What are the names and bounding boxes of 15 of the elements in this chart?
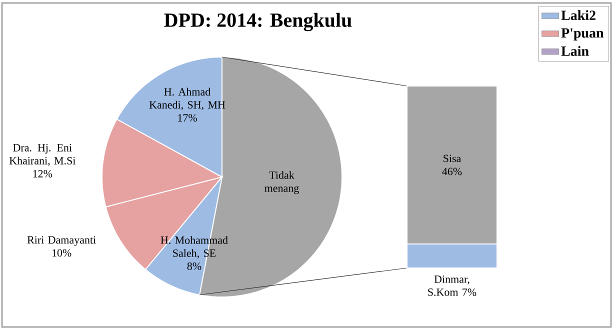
data-label: 17%	[178, 114, 197, 122]
slice-label: Dra. Hj. Eni Khairani, M.Si	[9, 144, 76, 166]
chart-title: DPD: 2014: Bengkulu	[164, 12, 352, 32]
legend-label: Laki2	[561, 10, 596, 20]
data-label: 12%	[33, 170, 52, 178]
slice-label: Tidak menang	[264, 171, 299, 194]
data-label: Dinmar, S.Kom 7%	[428, 276, 476, 296]
slice-label: H. Mohammad Saleh, SE	[160, 236, 228, 258]
slice-label: H. Ahmad Kanedi, SH, MH	[149, 88, 226, 110]
data-label: 8%	[187, 262, 202, 270]
legend-label: P'puan	[561, 28, 604, 41]
slice-label: Riri Damayanti	[27, 236, 96, 246]
data-label: 10%	[52, 249, 72, 257]
data-label: Sisa 46%	[442, 154, 462, 176]
legend-label: Lain	[561, 46, 589, 56]
